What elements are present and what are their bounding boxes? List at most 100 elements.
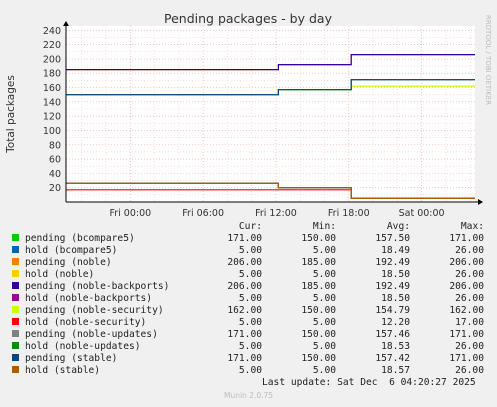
legend-series-name: hold (stable): [12, 365, 202, 377]
legend-value-avg: 18.50: [381, 269, 410, 280]
legend-series-name: pending (noble-backports): [12, 281, 202, 293]
series-lines: [66, 53, 475, 199]
legend-value-cur: 162.00: [227, 305, 262, 316]
y-tick-label: 120: [43, 112, 61, 123]
legend-row: pending (noble-security) 162.00 150.00 154.…: [12, 305, 484, 317]
legend-series-name: pending (bcompare5): [12, 233, 202, 245]
x-tick-label: Fri 12:00: [255, 208, 297, 219]
legend-value-cur: 5.00: [238, 317, 262, 328]
legend-series-name: pending (stable): [12, 353, 202, 365]
legend-header-cur: Cur:: [238, 221, 262, 232]
legend-row: hold (stable) 5.00 5.00 18.57 26.00: [12, 365, 484, 377]
y-tick-label: 220: [43, 40, 61, 51]
legend-table: Cur: Min: Avg: Max: pending (bcompare5) 1…: [12, 221, 484, 377]
legend-value-avg: 12.20: [381, 317, 410, 328]
y-tick-label: 60: [49, 155, 61, 166]
legend-value-cur: 171.00: [227, 329, 262, 340]
legend-swatch: [12, 330, 19, 337]
legend-value-avg: 18.57: [381, 365, 410, 376]
legend-value-max: 206.00: [449, 281, 484, 292]
legend-header-avg: Avg:: [386, 221, 410, 232]
legend-row: hold (noble-backports) 5.00 5.00 18.50 26.00: [12, 293, 484, 305]
legend-swatch: [12, 246, 19, 253]
series-line: [66, 53, 475, 71]
legend-value-min: 5.00: [312, 245, 336, 256]
x-tick-label: Sat 00:00: [399, 208, 445, 219]
legend-rows: pending (bcompare5) 171.00 150.00 157.50 171…: [12, 233, 484, 377]
legend-value-min: 150.00: [301, 329, 336, 340]
series-line: [66, 79, 475, 96]
legend-row: pending (stable) 171.00 150.00 157.42 171.00: [12, 353, 484, 365]
legend-value-avg: 18.53: [381, 341, 410, 352]
series-line: [66, 182, 475, 199]
legend-value-min: 150.00: [301, 353, 336, 364]
legend-value-max: 26.00: [455, 293, 484, 304]
legend-series-name: hold (noble): [12, 269, 202, 281]
legend-value-min: 5.00: [312, 293, 336, 304]
legend-row: hold (noble) 5.00 5.00 18.50 26.00: [12, 269, 484, 281]
plot-area: [66, 26, 475, 202]
y-tick-label: 200: [43, 54, 61, 65]
legend-value-max: 26.00: [455, 365, 484, 376]
legend-header-name: [12, 221, 202, 233]
watermark: RRDTOOL / TOBI OETIKER: [484, 15, 492, 105]
legend-value-cur: 171.00: [227, 233, 262, 244]
legend-value-min: 185.00: [301, 281, 336, 292]
legend-value-avg: 18.49: [381, 245, 410, 256]
legend-value-min: 185.00: [301, 257, 336, 268]
legend-header-min: Min:: [312, 221, 336, 232]
x-ticks: Fri 00:00 Fri 06:00 Fri 12:00 Fri 18:00 Sat …: [109, 208, 444, 219]
legend-value-cur: 5.00: [238, 245, 262, 256]
y-tick-label: 80: [49, 140, 61, 151]
legend-row: hold (noble-updates) 5.00 5.00 18.53 26.00: [12, 341, 484, 353]
legend-series-name: hold (noble-security): [12, 317, 202, 329]
footer: Munin 2.0.75: [223, 391, 274, 400]
legend-swatch: [12, 366, 19, 373]
legend-value-cur: 5.00: [238, 269, 262, 280]
legend-row: pending (bcompare5) 171.00 150.00 157.50 171…: [12, 233, 484, 245]
legend-value-max: 26.00: [455, 245, 484, 256]
legend-value-max: 26.00: [455, 341, 484, 352]
legend-swatch: [12, 234, 19, 241]
legend-series-name: hold (noble-backports): [12, 293, 202, 305]
legend-value-max: 206.00: [449, 257, 484, 268]
legend-series-name: pending (noble-security): [12, 305, 202, 317]
legend-value-max: 171.00: [449, 329, 484, 340]
y-axis-label: Total packages: [5, 75, 17, 154]
legend-series-name: pending (noble): [12, 257, 202, 269]
y-tick-label: 40: [49, 169, 61, 180]
legend-header-row: Cur: Min: Avg: Max:: [12, 221, 484, 233]
y-tick-label: 160: [43, 83, 61, 94]
legend-value-min: 150.00: [301, 233, 336, 244]
legend-value-min: 5.00: [312, 341, 336, 352]
legend-swatch: [12, 342, 19, 349]
chart-title: Pending packages - by day: [164, 11, 333, 26]
legend-value-min: 5.00: [312, 365, 336, 376]
legend-value-min: 150.00: [301, 305, 336, 316]
legend-row: pending (noble-backports) 206.00 185.00 192…: [12, 281, 484, 293]
y-tick-label: 240: [43, 26, 61, 37]
legend-value-max: 17.00: [455, 317, 484, 328]
legend-row: hold (bcompare5) 5.00 5.00 18.49 26.00: [12, 245, 484, 257]
y-tick-label: 100: [43, 126, 61, 137]
legend-row: hold (noble-security) 5.00 5.00 12.20 17.00: [12, 317, 484, 329]
x-tick-label: Fri 18:00: [328, 208, 370, 219]
legend-value-avg: 192.49: [375, 257, 410, 268]
legend-header-max: Max:: [460, 221, 484, 232]
y-axis-arrow: [63, 21, 69, 26]
legend-value-max: 26.00: [455, 269, 484, 280]
legend-value-cur: 171.00: [227, 353, 262, 364]
legend-series-name: pending (noble-updates): [12, 329, 202, 341]
legend-swatch: [12, 282, 19, 289]
legend-value-max: 171.00: [449, 353, 484, 364]
legend-value-avg: 192.49: [375, 281, 410, 292]
legend-row: pending (noble-updates) 171.00 150.00 157.4…: [12, 329, 484, 341]
legend-value-max: 171.00: [449, 233, 484, 244]
legend-value-avg: 157.50: [375, 233, 410, 244]
legend-value-cur: 5.00: [238, 341, 262, 352]
legend-value-avg: 18.50: [381, 293, 410, 304]
legend-row: pending (noble) 206.00 185.00 192.49 206.00: [12, 257, 484, 269]
legend-swatch: [12, 318, 19, 325]
legend-value-cur: 206.00: [227, 257, 262, 268]
